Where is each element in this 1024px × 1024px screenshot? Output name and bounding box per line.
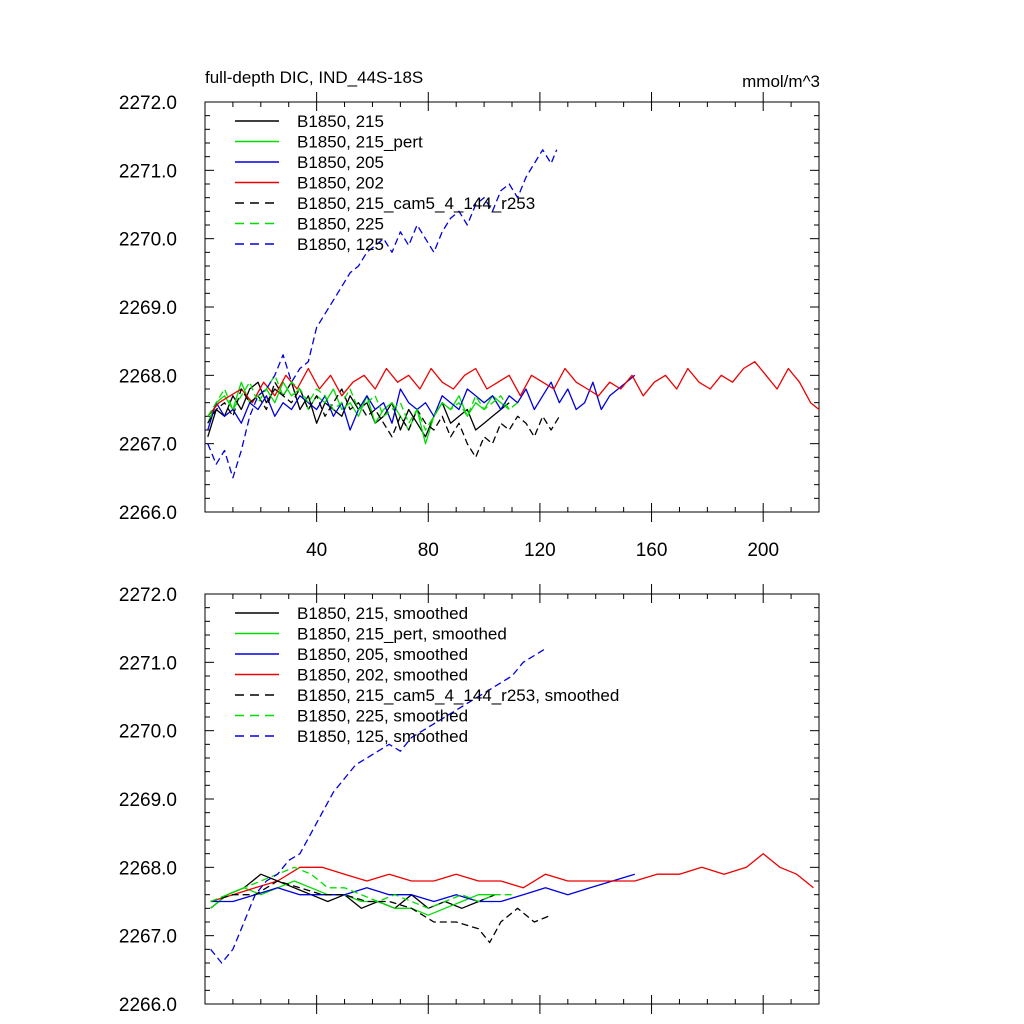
legend-label: B1850, 125, smoothed <box>297 727 468 746</box>
y-tick-label: 2268.0 <box>119 858 177 879</box>
legend-label: B1850, 215, smoothed <box>297 604 468 623</box>
series-line <box>210 873 496 909</box>
legend-label: B1850, 125 <box>297 235 384 254</box>
top-panel: full-depth DIC, IND_44S-18S mmol/m^3 226… <box>119 68 820 561</box>
y-tick-label: 2271.0 <box>119 653 177 674</box>
units-label: mmol/m^3 <box>742 72 820 91</box>
legend-label: B1850, 215_pert <box>297 133 423 152</box>
x-tick-label: 40 <box>306 540 327 561</box>
y-tick-label: 2269.0 <box>119 298 177 319</box>
y-tick-label: 2266.0 <box>119 503 177 524</box>
y-tick-label: 2270.0 <box>119 722 177 743</box>
legend: B1850, 215, smoothed B1850, 215_pert, smo… <box>235 604 619 746</box>
legend-label: B1850, 225, smoothed <box>297 707 468 726</box>
x-tick-label: 200 <box>747 540 779 561</box>
y-tick-label: 2272.0 <box>119 93 177 114</box>
x-tick-label: 160 <box>636 540 668 561</box>
series-line <box>207 361 820 417</box>
series-line <box>210 853 814 903</box>
x-tick-label: 80 <box>418 540 439 561</box>
legend-label: B1850, 215 <box>297 112 384 131</box>
y-tick-label: 2270.0 <box>119 230 177 251</box>
y-tick-label: 2272.0 <box>119 585 177 606</box>
legend-label: B1850, 215_pert, smoothed <box>297 625 507 644</box>
y-tick-label: 2268.0 <box>119 366 177 387</box>
legend-label: B1850, 205, smoothed <box>297 645 468 664</box>
x-axis <box>232 584 792 1014</box>
legend-label: B1850, 205 <box>297 153 384 172</box>
series-line <box>207 381 560 458</box>
y-tick-label: 2271.0 <box>119 161 177 182</box>
y-axis: 2266.0 2267.0 2268.0 2269.0 2270.0 2271.0 2272… <box>119 585 819 1016</box>
y-tick-label: 2266.0 <box>119 995 177 1016</box>
bottom-panel: 2266.0 2267.0 2268.0 2269.0 2270.0 2271.0 2272… <box>119 584 820 1016</box>
legend-label: B1850, 202, smoothed <box>297 666 468 685</box>
series-line <box>210 880 552 944</box>
y-tick-label: 2267.0 <box>119 927 177 948</box>
x-tick-label: 120 <box>524 540 556 561</box>
series-line <box>210 873 635 903</box>
y-tick-label: 2269.0 <box>119 790 177 811</box>
legend-label: B1850, 202 <box>297 174 384 193</box>
series-layer <box>207 149 820 479</box>
series-line <box>207 374 519 431</box>
legend-label: B1850, 225 <box>297 215 384 234</box>
legend-label: B1850, 215_cam5_4_144_r253 <box>297 194 535 213</box>
series-layer <box>210 648 814 964</box>
series-line <box>207 149 558 479</box>
series-line <box>207 374 636 431</box>
series-line <box>210 648 546 964</box>
series-line <box>207 381 510 445</box>
x-axis: 40 80 120 160 200 <box>232 92 792 561</box>
legend-label: B1850, 215_cam5_4_144_r253, smoothed <box>297 686 619 705</box>
chart-title: full-depth DIC, IND_44S-18S <box>205 68 423 87</box>
y-tick-label: 2267.0 <box>119 435 177 456</box>
y-axis: 2266.0 2267.0 2268.0 2269.0 2270.0 2271.0 2272… <box>119 93 819 524</box>
